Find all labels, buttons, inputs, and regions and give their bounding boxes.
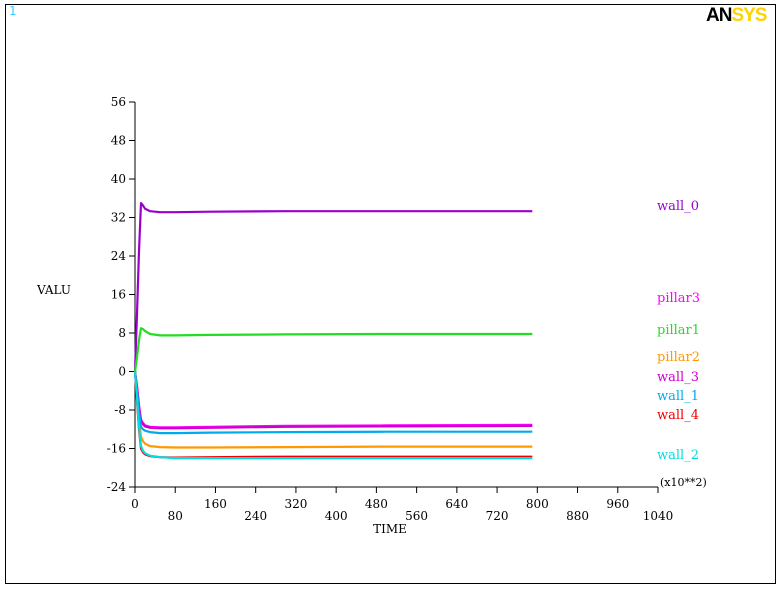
legend-label-wall-4: wall_4 [657, 408, 699, 423]
y-tick-label: 40 [111, 172, 126, 186]
x-tick-label: 0 [131, 497, 139, 511]
y-tick-label: 48 [111, 134, 126, 148]
y-tick-label: 0 [118, 365, 126, 379]
x-tick-label: 240 [244, 509, 267, 523]
legend-label-wall-3: wall_3 [657, 370, 699, 385]
series-line-pillar3 [133, 371, 533, 429]
series-line-wall-2 [133, 371, 533, 460]
x-tick-label: 160 [204, 497, 227, 511]
y-tick-label: 24 [111, 249, 127, 263]
y-tick-label: 56 [111, 95, 126, 109]
window-number: 1 [9, 4, 17, 18]
ansys-logo: ANSYS [706, 5, 767, 27]
legend-label-pillar2: pillar2 [657, 350, 700, 365]
x-tick-label: 400 [325, 509, 348, 523]
x-tick-label: 960 [606, 497, 629, 511]
y-tick-label: 8 [118, 326, 126, 340]
x-tick-label: 1040 [643, 509, 674, 523]
x-axis-multiplier: (x10**2) [660, 476, 707, 489]
y-tick-label: 16 [111, 288, 126, 302]
chart-labels: 56484032241680-8-16-24080160240320400480… [36, 95, 707, 536]
y-tick-label: 32 [111, 211, 126, 225]
legend-label-pillar3: pillar3 [657, 291, 700, 306]
x-tick-label: 640 [445, 497, 468, 511]
y-tick-label: -8 [114, 403, 126, 417]
y-tick-label: -16 [107, 442, 126, 456]
series-line-wall-1 [133, 371, 533, 435]
legend-label-wall-2: wall_2 [657, 448, 699, 463]
logo-text-an: AN [706, 5, 732, 26]
x-tick-label: 720 [486, 509, 509, 523]
legend-label-wall-0: wall_0 [657, 199, 699, 214]
x-tick-label: 80 [168, 509, 183, 523]
x-tick-label: 800 [526, 497, 549, 511]
series-line-wall-0 [133, 202, 533, 372]
x-axis-title: TIME [373, 522, 407, 536]
x-tick-label: 320 [284, 497, 307, 511]
x-tick-label: 880 [566, 509, 589, 523]
y-tick-label: -24 [107, 480, 127, 494]
x-tick-label: 560 [405, 509, 428, 523]
legend-label-wall-1: wall_1 [657, 389, 699, 404]
series-line-pillar2 [133, 371, 533, 449]
series-line-pillar1 [133, 327, 533, 372]
series-lines [133, 202, 533, 460]
chart-axes [129, 101, 659, 493]
series-line-wall-4 [133, 371, 533, 459]
y-axis-title: VALU [36, 283, 71, 297]
series-line-wall-3 [133, 371, 533, 430]
logo-text-sys: SYS [731, 5, 767, 26]
x-tick-label: 480 [365, 497, 388, 511]
legend-label-pillar1: pillar1 [657, 323, 700, 338]
